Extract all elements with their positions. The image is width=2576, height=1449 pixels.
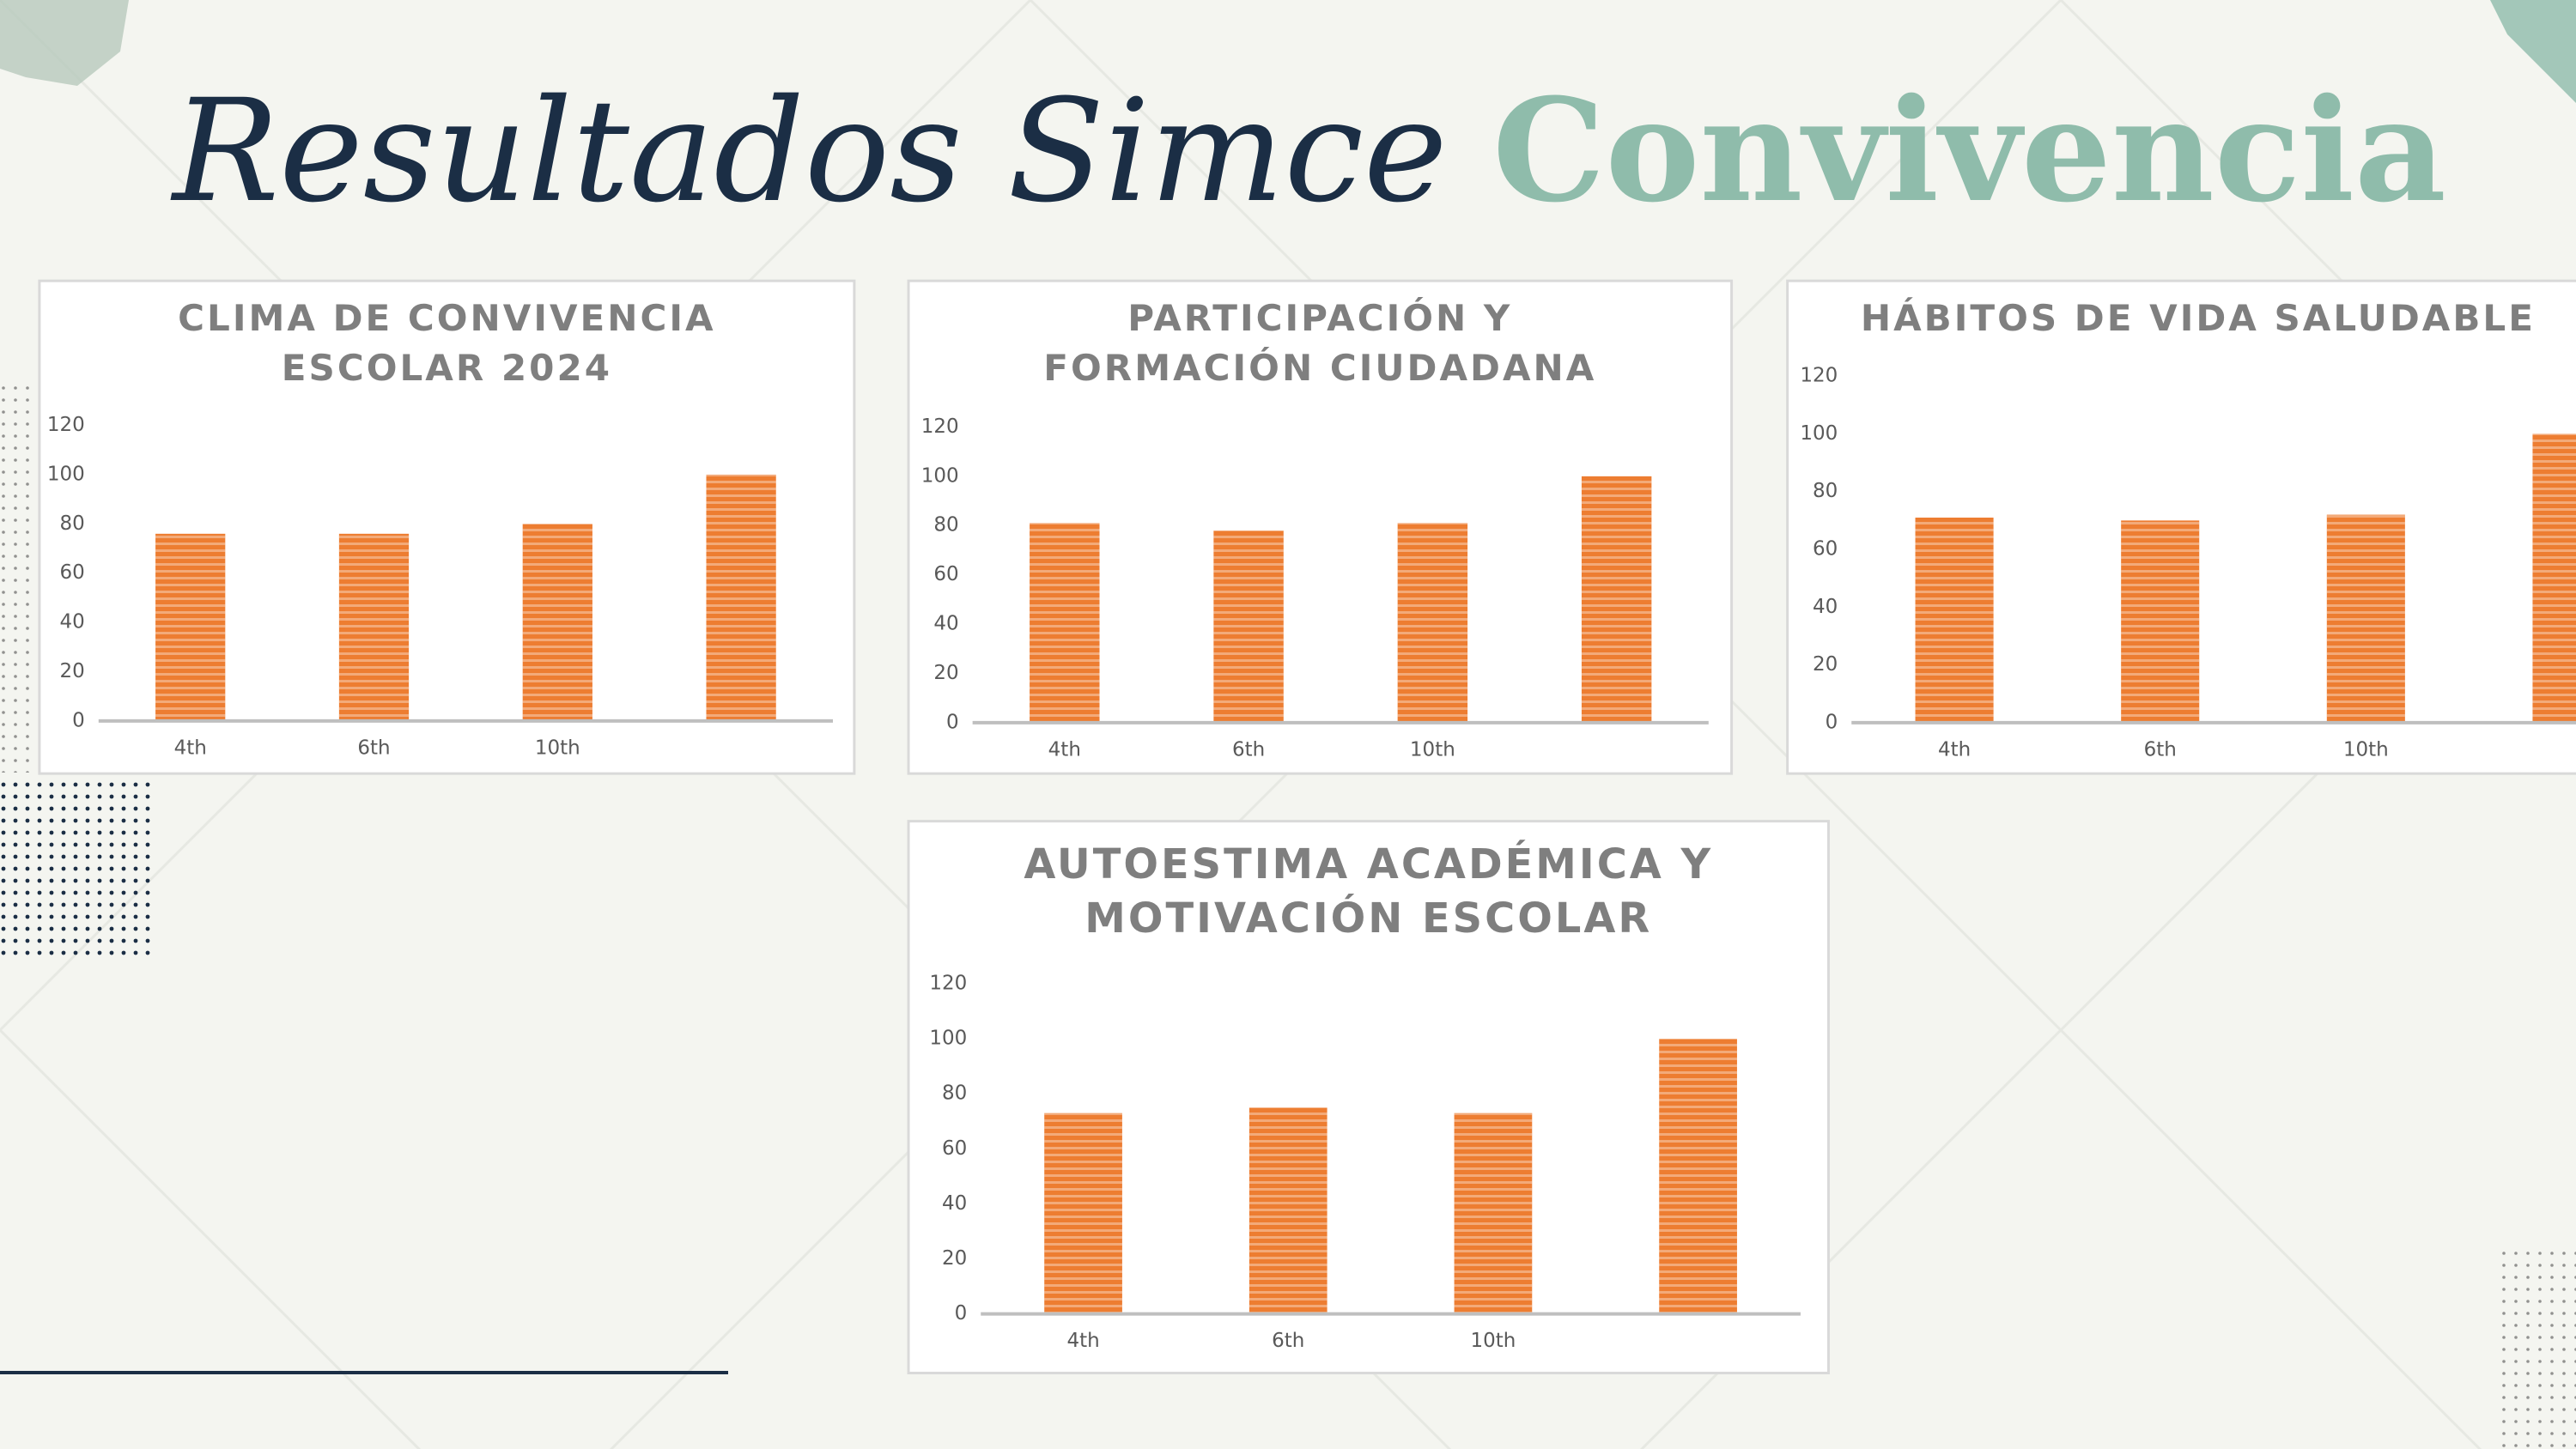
corner-decoration <box>2490 0 2576 103</box>
y-tick-label: 60 <box>60 561 85 584</box>
x-tick-label: 4th <box>1066 1330 1099 1352</box>
bar-texture <box>1397 523 1468 723</box>
y-tick-label: 60 <box>1813 537 1838 560</box>
y-tick-label: 120 <box>47 414 85 436</box>
y-tick-label: 40 <box>933 613 958 635</box>
bar-texture <box>338 533 410 721</box>
y-tick-label: 80 <box>942 1082 967 1105</box>
dot-pattern <box>2499 1249 2576 1449</box>
bar-texture <box>1030 523 1100 723</box>
y-tick-label: 40 <box>60 611 85 634</box>
title-main: Resultados Simce <box>170 69 1448 233</box>
x-tick-label: 6th <box>357 737 390 759</box>
y-tick-label: 0 <box>946 711 959 733</box>
y-tick-label: 100 <box>1800 422 1838 445</box>
chart-title: PARTICIPACIÓN Y FORMACIÓN CIUDADANA <box>1043 297 1597 389</box>
x-tick-label: 10th <box>1410 738 1455 761</box>
bar-texture <box>155 533 226 721</box>
bar-texture <box>2326 514 2405 723</box>
bar-texture <box>1915 517 1994 723</box>
y-tick-label: 20 <box>933 662 958 684</box>
x-tick-label: 10th <box>1470 1330 1516 1352</box>
x-tick-label: 10th <box>2343 738 2389 761</box>
page-title: Resultados Simce Convivencia <box>170 67 2446 233</box>
y-tick-label: 20 <box>942 1247 967 1270</box>
y-tick-label: 40 <box>1813 596 1838 618</box>
bar-texture <box>1659 1039 1737 1314</box>
x-tick-label: 4th <box>174 737 207 759</box>
chart-title: AUTOESTIMA ACADÉMICA Y MOTIVACIÓN ESCOLA… <box>1024 840 1714 943</box>
y-tick-label: 80 <box>933 514 958 537</box>
bar-texture <box>1249 1107 1327 1314</box>
y-tick-label: 0 <box>72 709 85 731</box>
y-tick-label: 60 <box>933 563 958 585</box>
x-tick-label: 6th <box>1232 738 1265 761</box>
y-tick-label: 40 <box>942 1192 967 1215</box>
y-tick-label: 80 <box>1813 480 1838 502</box>
x-tick-label: 4th <box>1938 738 1971 761</box>
x-tick-label: 6th <box>1272 1330 1304 1352</box>
y-tick-label: 0 <box>1826 711 1838 733</box>
x-tick-label: 6th <box>2144 738 2177 761</box>
dot-pattern <box>0 777 153 961</box>
y-tick-label: 120 <box>929 973 967 995</box>
chart-title: HÁBITOS DE VIDA SALUDABLE <box>1860 297 2536 340</box>
y-tick-label: 120 <box>1800 365 1838 387</box>
y-tick-label: 100 <box>47 463 85 485</box>
bar-texture <box>1454 1113 1533 1314</box>
y-tick-label: 120 <box>921 415 959 438</box>
bar-texture <box>2532 433 2576 723</box>
bar-texture <box>1213 530 1284 723</box>
bar-texture <box>2121 520 2200 723</box>
y-tick-label: 100 <box>929 1028 967 1050</box>
x-tick-label: 10th <box>535 737 580 759</box>
bar-texture <box>706 474 776 721</box>
x-tick-label: 4th <box>1048 738 1081 761</box>
bar-texture <box>1581 476 1652 723</box>
y-tick-label: 100 <box>921 464 959 487</box>
dot-pattern <box>0 378 31 773</box>
title-accent: Convivencia <box>1492 67 2446 233</box>
corner-decoration <box>0 0 129 86</box>
y-tick-label: 80 <box>60 512 85 535</box>
chart-title: CLIMA DE CONVIVENCIA ESCOLAR 2024 <box>178 297 716 389</box>
bar-texture <box>522 524 592 721</box>
bar-texture <box>1044 1113 1122 1314</box>
y-tick-label: 0 <box>955 1302 968 1325</box>
y-tick-label: 20 <box>1813 653 1838 676</box>
y-tick-label: 60 <box>942 1137 967 1160</box>
y-tick-label: 20 <box>60 660 85 682</box>
